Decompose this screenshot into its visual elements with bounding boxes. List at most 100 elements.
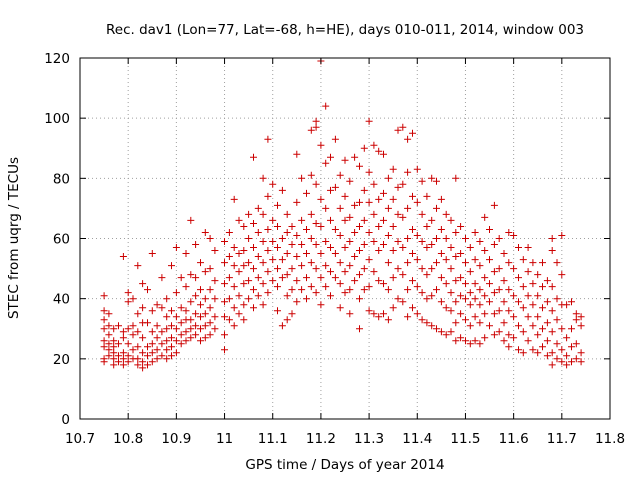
data-point bbox=[346, 286, 354, 294]
data-point bbox=[452, 337, 460, 345]
data-point bbox=[312, 241, 320, 248]
data-point bbox=[163, 346, 171, 354]
data-point bbox=[539, 259, 546, 267]
data-point bbox=[230, 195, 238, 203]
data-point bbox=[389, 165, 397, 173]
data-point bbox=[134, 343, 142, 351]
data-point bbox=[370, 268, 378, 276]
data-point bbox=[380, 310, 387, 318]
data-point bbox=[539, 304, 546, 312]
data-point bbox=[153, 346, 161, 354]
data-point bbox=[462, 337, 469, 345]
data-point bbox=[360, 216, 368, 224]
data-point bbox=[384, 316, 392, 324]
data-point bbox=[476, 262, 484, 270]
data-point bbox=[148, 349, 156, 357]
data-point bbox=[182, 328, 190, 336]
data-point bbox=[274, 283, 281, 291]
data-point bbox=[563, 301, 571, 309]
data-point bbox=[283, 316, 291, 324]
data-point bbox=[288, 265, 296, 273]
data-point bbox=[105, 310, 113, 318]
data-point bbox=[495, 265, 503, 273]
data-point bbox=[495, 286, 503, 294]
data-point bbox=[187, 316, 195, 324]
data-point bbox=[172, 289, 180, 297]
data-point bbox=[192, 322, 200, 330]
data-point bbox=[558, 325, 566, 333]
data-point bbox=[206, 265, 214, 273]
data-point bbox=[413, 256, 421, 264]
data-point bbox=[394, 210, 402, 218]
data-point bbox=[486, 280, 493, 288]
data-point bbox=[486, 298, 493, 306]
data-point bbox=[129, 331, 137, 339]
data-point bbox=[177, 340, 185, 348]
data-point bbox=[201, 310, 209, 318]
data-point bbox=[515, 244, 522, 251]
y-tick-labels: 0 20 40 60 80 100 120 bbox=[44, 51, 70, 428]
data-point bbox=[278, 274, 286, 282]
data-point bbox=[384, 259, 392, 267]
data-point bbox=[312, 289, 320, 297]
data-point bbox=[428, 292, 436, 300]
data-point bbox=[471, 295, 479, 303]
data-point bbox=[442, 256, 450, 264]
data-point bbox=[307, 171, 315, 179]
data-point bbox=[476, 319, 484, 327]
data-point bbox=[264, 135, 272, 143]
data-point bbox=[447, 307, 455, 315]
data-point bbox=[510, 313, 518, 321]
data-point bbox=[148, 328, 156, 336]
data-point bbox=[505, 286, 513, 294]
data-point bbox=[322, 102, 330, 110]
data-point bbox=[534, 313, 542, 321]
data-point bbox=[129, 295, 137, 303]
data-point bbox=[346, 310, 354, 318]
data-point bbox=[404, 168, 412, 176]
data-point bbox=[360, 186, 368, 194]
y-tick-label: 40 bbox=[53, 292, 70, 308]
data-point bbox=[187, 271, 195, 279]
data-point bbox=[192, 331, 200, 339]
data-point bbox=[134, 361, 142, 369]
data-point bbox=[399, 213, 407, 221]
data-point bbox=[563, 361, 571, 369]
data-point bbox=[269, 256, 277, 264]
data-point bbox=[322, 262, 330, 270]
data-point bbox=[134, 328, 142, 336]
data-point bbox=[356, 325, 363, 333]
data-point bbox=[360, 241, 368, 248]
data-point bbox=[225, 316, 233, 324]
data-point bbox=[505, 259, 513, 267]
data-point bbox=[370, 310, 378, 318]
data-point bbox=[394, 295, 402, 303]
data-point bbox=[264, 289, 272, 297]
data-point bbox=[317, 250, 325, 257]
data-point bbox=[409, 192, 416, 200]
data-point bbox=[278, 186, 286, 194]
data-point bbox=[100, 316, 108, 324]
data-point bbox=[351, 229, 359, 236]
data-point bbox=[245, 210, 253, 218]
data-point bbox=[274, 223, 281, 230]
data-point bbox=[274, 244, 281, 251]
data-point bbox=[471, 280, 479, 288]
data-point bbox=[293, 232, 301, 239]
data-point bbox=[360, 265, 368, 273]
data-point bbox=[568, 343, 575, 351]
data-point bbox=[250, 244, 257, 251]
data-point bbox=[437, 274, 445, 282]
data-point bbox=[471, 229, 479, 236]
data-point bbox=[336, 259, 344, 267]
data-point bbox=[235, 250, 243, 257]
data-point bbox=[360, 144, 368, 152]
data-points bbox=[100, 57, 585, 372]
data-point bbox=[105, 322, 113, 330]
data-point bbox=[462, 316, 469, 324]
x-tick-label: 11.7 bbox=[547, 431, 577, 447]
data-point bbox=[447, 265, 455, 273]
data-point bbox=[515, 298, 522, 306]
data-point bbox=[418, 265, 426, 273]
